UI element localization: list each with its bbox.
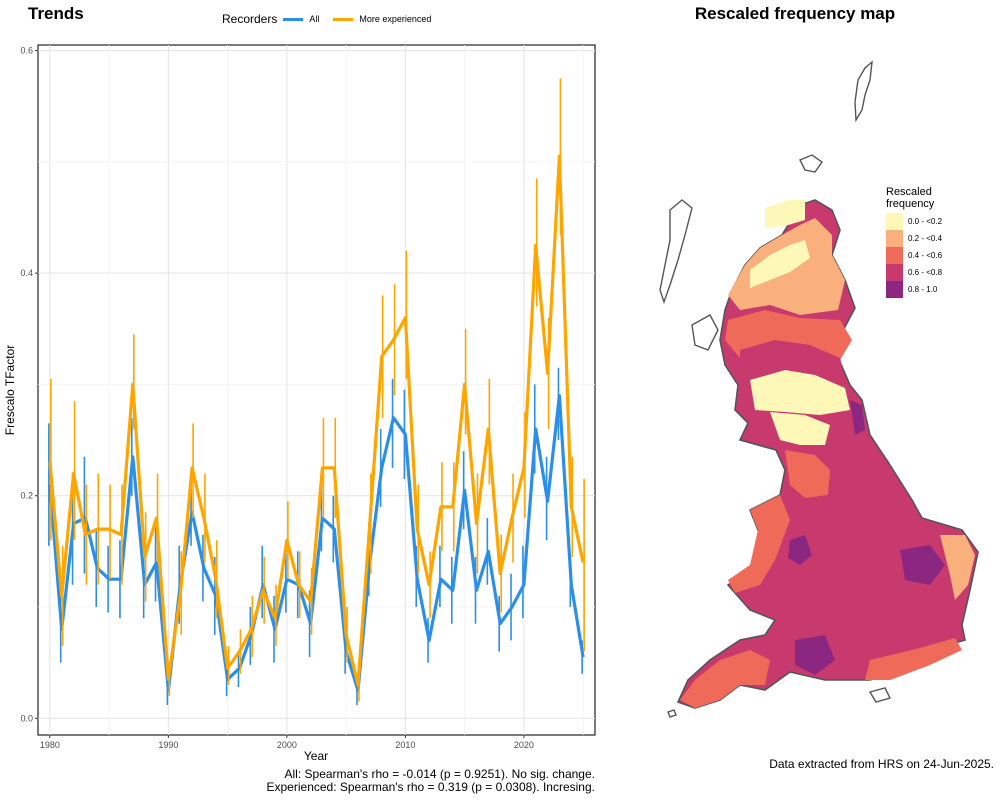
legend-label-all: All bbox=[309, 14, 320, 24]
map-legend-row: 0.6 - <0.8 bbox=[886, 264, 942, 281]
legend-label-experienced: More experienced bbox=[359, 14, 432, 24]
y-tick-label: 0.2 bbox=[20, 491, 33, 501]
scilly-outline bbox=[667, 709, 677, 718]
map-legend-label: 0.6 - <0.8 bbox=[908, 268, 943, 277]
source-note: Data extracted from HRS on 24-Jun-2025. bbox=[769, 757, 994, 771]
x-tick-label: 1980 bbox=[40, 740, 60, 750]
trend-chart: 0.0 0.2 0.4 0.6 1980 1990 2000 2010 2020 Year Fr… bbox=[3, 44, 596, 763]
grid-lines bbox=[38, 45, 595, 735]
cornwall-coral bbox=[680, 650, 770, 708]
scotland-far-north bbox=[765, 200, 805, 228]
map-legend-row: 0.2 - <0.4 bbox=[886, 230, 942, 247]
trends-title: Trends bbox=[28, 4, 84, 23]
midlands-dark bbox=[788, 535, 812, 565]
map-legend-swatch bbox=[886, 213, 903, 230]
x-tick-label: 1990 bbox=[158, 740, 178, 750]
map-legend-swatch bbox=[886, 264, 903, 281]
shetland-outline bbox=[854, 60, 873, 123]
series-layer bbox=[48, 78, 585, 705]
scotland-belt bbox=[740, 340, 845, 385]
outer-hebrides-outline bbox=[659, 199, 693, 305]
east-anglia-dark bbox=[900, 545, 945, 585]
isle-of-wight-outline bbox=[868, 687, 892, 703]
map-legend-row: 0.0 - <0.2 bbox=[886, 213, 942, 230]
northern-england-dark bbox=[850, 400, 865, 435]
y-tick-label: 0.0 bbox=[20, 713, 33, 723]
series-line-experienced bbox=[48, 154, 585, 687]
southwest-dark bbox=[795, 635, 835, 675]
stats-line-experienced: Experienced: Spearman's rho = 0.319 (p =… bbox=[266, 780, 596, 794]
x-tick-label: 2000 bbox=[277, 740, 297, 750]
map-legend-label: 0.4 - <0.6 bbox=[908, 251, 943, 260]
series-experienced bbox=[48, 78, 585, 702]
map-overlays bbox=[680, 200, 975, 708]
map-legend: Rescaled frequency 0.0 - <0.2 0.2 - <0.4… bbox=[886, 186, 942, 298]
series-line-all bbox=[48, 394, 585, 693]
y-tick-label: 0.6 bbox=[20, 46, 33, 56]
islands bbox=[659, 60, 892, 718]
legend-swatch-experienced bbox=[333, 17, 354, 21]
inner-hebrides-outline bbox=[691, 314, 719, 351]
statistics-text: All: Spearman's rho = -0.014 (p = 0.9251… bbox=[230, 767, 596, 794]
axis-ticks: 0.0 0.2 0.4 0.6 1980 1990 2000 2010 2020 bbox=[20, 46, 533, 750]
scotland-north-pale bbox=[750, 240, 810, 288]
map-legend-label: 0.8 - 1.0 bbox=[908, 285, 938, 294]
x-tick-label: 2010 bbox=[395, 740, 415, 750]
wales-mixed bbox=[728, 495, 790, 593]
frequency-map bbox=[659, 60, 979, 718]
map-legend-title-line1: Rescaled bbox=[886, 186, 932, 198]
map-legend-label: 0.0 - <0.2 bbox=[908, 217, 943, 226]
x-axis-label: Year bbox=[304, 749, 328, 763]
y-axis-label: Frescalo TFactor bbox=[3, 345, 17, 435]
legend-swatch-all bbox=[283, 17, 304, 21]
series-legend: Recorders All More experienced bbox=[222, 12, 439, 26]
map-legend-swatch bbox=[886, 230, 903, 247]
map-title: Rescaled frequency map bbox=[694, 4, 896, 23]
map-legend-label: 0.2 - <0.4 bbox=[908, 234, 943, 243]
pennines-mixed bbox=[785, 450, 830, 498]
orkney-outline bbox=[799, 154, 823, 173]
map-legend-swatch bbox=[886, 281, 903, 298]
east-coast-coral bbox=[940, 535, 975, 600]
cumbria-pale bbox=[770, 412, 830, 445]
stats-line-all: All: Spearman's rho = -0.014 (p = 0.9251… bbox=[284, 767, 595, 781]
y-tick-label: 0.4 bbox=[20, 268, 33, 278]
legend-title: Recorders bbox=[222, 12, 278, 26]
map-legend-swatch bbox=[886, 247, 903, 264]
southern-uplands-pale bbox=[750, 370, 850, 415]
map-legend-row: 0.4 - <0.6 bbox=[886, 247, 942, 264]
map-legend-title-line2: frequency bbox=[886, 198, 935, 210]
x-tick-label: 2020 bbox=[514, 740, 534, 750]
south-coast-coral bbox=[865, 638, 962, 680]
map-legend-row: 0.8 - 1.0 bbox=[886, 281, 942, 298]
